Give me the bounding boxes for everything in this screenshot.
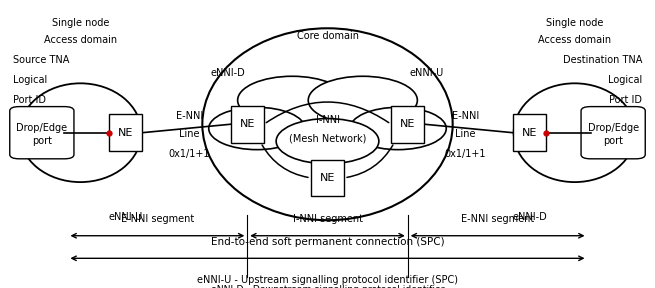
Text: E-NNI segment: E-NNI segment — [121, 215, 194, 224]
Circle shape — [276, 119, 379, 164]
Text: E-NNI: E-NNI — [176, 111, 203, 121]
Text: Access domain: Access domain — [538, 35, 611, 45]
Text: eNNI-D: eNNI-D — [211, 69, 246, 78]
Text: I-NNI: I-NNI — [316, 115, 339, 125]
Text: Port ID: Port ID — [13, 94, 46, 105]
Text: port: port — [603, 136, 623, 146]
Text: I-NNI segment: I-NNI segment — [293, 215, 362, 224]
Text: Source TNA: Source TNA — [13, 55, 69, 65]
Text: (Mesh Network): (Mesh Network) — [289, 133, 366, 143]
Ellipse shape — [202, 28, 453, 220]
Text: port: port — [32, 136, 52, 146]
Text: 0x1/1+1: 0x1/1+1 — [169, 149, 210, 159]
Text: Drop/Edge: Drop/Edge — [588, 123, 639, 133]
Text: Logical: Logical — [13, 75, 47, 85]
Text: NE: NE — [400, 119, 415, 129]
Text: NE: NE — [240, 119, 255, 129]
Ellipse shape — [514, 83, 635, 182]
FancyBboxPatch shape — [10, 107, 74, 159]
Text: Single node: Single node — [546, 18, 603, 29]
Text: NE: NE — [522, 128, 537, 138]
Circle shape — [238, 76, 346, 124]
Text: E-NNI: E-NNI — [452, 111, 479, 121]
Circle shape — [350, 107, 446, 150]
Text: End-to-end soft permanent connection (SPC): End-to-end soft permanent connection (SP… — [211, 237, 444, 247]
FancyBboxPatch shape — [581, 107, 645, 159]
Text: eNNI-D - Downstream signalling protocol identifier: eNNI-D - Downstream signalling protocol … — [211, 285, 444, 288]
Circle shape — [309, 76, 417, 124]
Text: eNNI-U - Upstream signalling protocol identifier (SPC): eNNI-U - Upstream signalling protocol id… — [197, 275, 458, 285]
Text: Single node: Single node — [52, 18, 109, 29]
Text: Logical: Logical — [608, 75, 642, 85]
Text: NE: NE — [118, 128, 133, 138]
Circle shape — [209, 107, 305, 150]
FancyBboxPatch shape — [109, 114, 142, 151]
Text: Port ID: Port ID — [609, 94, 642, 105]
Text: NE: NE — [320, 173, 335, 183]
Text: Access domain: Access domain — [44, 35, 117, 45]
Text: Line: Line — [179, 129, 200, 139]
Text: 0x1/1+1: 0x1/1+1 — [445, 149, 486, 159]
Text: eNNI-D: eNNI-D — [512, 212, 547, 222]
Text: eNNI-U: eNNI-U — [108, 212, 142, 222]
Text: Line: Line — [455, 129, 476, 139]
FancyBboxPatch shape — [513, 114, 546, 151]
Ellipse shape — [20, 83, 141, 182]
Text: E-NNI segment: E-NNI segment — [461, 215, 534, 224]
Text: Core domain: Core domain — [297, 31, 358, 41]
Text: Drop/Edge: Drop/Edge — [16, 123, 67, 133]
FancyBboxPatch shape — [311, 160, 344, 196]
Text: eNNI-U: eNNI-U — [410, 69, 444, 78]
FancyBboxPatch shape — [231, 106, 264, 143]
FancyBboxPatch shape — [391, 106, 424, 143]
Text: Destination TNA: Destination TNA — [563, 55, 642, 65]
